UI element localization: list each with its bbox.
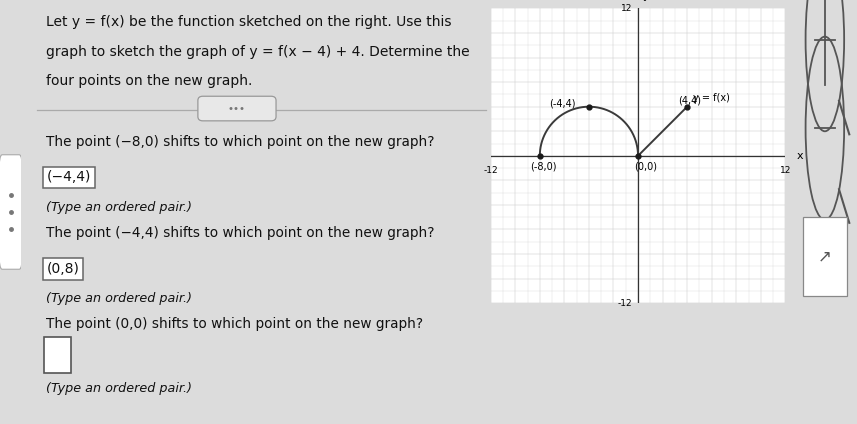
Text: four points on the new graph.: four points on the new graph. [46, 74, 253, 88]
Text: (Type an ordered pair.): (Type an ordered pair.) [46, 292, 193, 305]
Text: The point (0,0) shifts to which point on the new graph?: The point (0,0) shifts to which point on… [46, 317, 423, 331]
Text: (Type an ordered pair.): (Type an ordered pair.) [46, 382, 193, 396]
Text: y: y [643, 0, 649, 1]
Text: (−4,4): (−4,4) [46, 170, 91, 184]
Text: y = f(x): y = f(x) [693, 93, 730, 103]
Text: •••: ••• [228, 103, 246, 114]
Text: x: x [797, 151, 803, 161]
Text: The point (−8,0) shifts to which point on the new graph?: The point (−8,0) shifts to which point o… [46, 135, 435, 149]
Text: 12: 12 [780, 166, 791, 175]
Text: (0,0): (0,0) [634, 162, 657, 172]
Text: (Type an ordered pair.): (Type an ordered pair.) [46, 201, 193, 214]
Text: (-4,4): (-4,4) [548, 98, 575, 108]
Text: Let y = f(x) be the function sketched on the right. Use this: Let y = f(x) be the function sketched on… [46, 15, 452, 29]
Text: -12: -12 [483, 166, 498, 175]
Text: The point (−4,4) shifts to which point on the new graph?: The point (−4,4) shifts to which point o… [46, 226, 435, 240]
FancyBboxPatch shape [0, 155, 22, 269]
FancyBboxPatch shape [803, 217, 847, 296]
Text: -12: -12 [617, 298, 632, 308]
FancyBboxPatch shape [198, 96, 276, 121]
Text: 12: 12 [620, 4, 632, 13]
Text: (4,4): (4,4) [678, 95, 701, 106]
Text: ↗: ↗ [818, 248, 832, 265]
Text: (0,8): (0,8) [46, 262, 80, 276]
Text: (-8,0): (-8,0) [530, 162, 557, 172]
FancyBboxPatch shape [44, 337, 71, 373]
Text: graph to sketch the graph of y = f(x − 4) + 4. Determine the: graph to sketch the graph of y = f(x − 4… [46, 45, 470, 59]
